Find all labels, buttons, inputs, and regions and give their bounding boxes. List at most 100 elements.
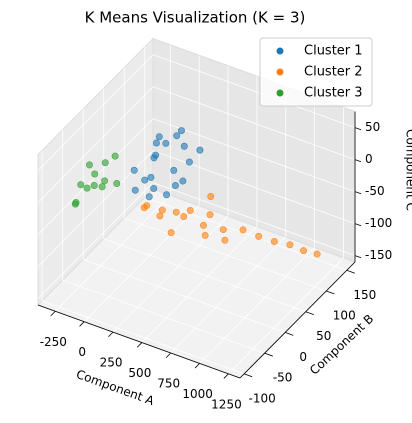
series	[130, 127, 204, 201]
tick-mark	[108, 331, 114, 338]
tick-mark	[305, 311, 314, 316]
point	[150, 185, 158, 193]
point	[186, 206, 194, 214]
point	[85, 161, 93, 169]
point	[83, 184, 91, 192]
point	[152, 151, 160, 159]
point	[255, 232, 263, 240]
point	[177, 127, 185, 135]
z-tick-label: -50	[365, 184, 385, 198]
x-tick-label: 1250	[211, 397, 242, 411]
point	[221, 236, 229, 244]
grid-line	[37, 54, 154, 171]
point	[239, 226, 247, 234]
x-tick-label: 750	[157, 376, 180, 390]
point	[156, 212, 164, 220]
point	[206, 211, 214, 219]
grid-line	[170, 236, 287, 354]
point	[155, 133, 163, 141]
x-tick-label: 250	[100, 356, 123, 370]
grid-line	[37, 86, 154, 203]
z-axis-label: Component C	[404, 129, 412, 211]
point	[91, 170, 99, 178]
series	[71, 152, 121, 208]
point	[171, 182, 179, 190]
point	[163, 191, 171, 199]
grid-line	[55, 194, 171, 312]
point	[71, 200, 79, 208]
y-tick-label: -50	[273, 371, 293, 385]
tick-mark	[354, 191, 362, 195]
z-tick-label: -150	[365, 248, 392, 262]
point	[101, 159, 109, 167]
z-tick-label: 50	[365, 120, 380, 134]
tick-mark	[223, 373, 229, 379]
grid-line	[152, 118, 356, 192]
point	[180, 213, 188, 221]
grid-line	[62, 279, 265, 354]
tick-mark	[264, 352, 273, 357]
point	[207, 192, 215, 200]
point	[113, 180, 121, 188]
point	[162, 139, 170, 147]
point	[158, 206, 166, 214]
point	[185, 158, 193, 166]
grid-line	[141, 226, 258, 343]
point	[180, 142, 188, 150]
point	[167, 229, 175, 237]
point	[173, 132, 181, 140]
point	[152, 139, 160, 147]
x-tick-label: 500	[128, 366, 151, 380]
grid-line	[83, 205, 200, 322]
tick-mark	[354, 223, 362, 227]
y-tick-label: 50	[316, 329, 331, 343]
point	[98, 183, 106, 191]
grid-line	[124, 217, 327, 292]
point	[101, 177, 109, 185]
point	[140, 204, 148, 212]
y-tick-label: 100	[333, 309, 356, 323]
point	[147, 173, 155, 181]
legend-marker	[276, 68, 284, 76]
legend-label: Cluster 2	[304, 65, 363, 80]
tick-mark	[285, 332, 294, 336]
y-tick-label: -100	[248, 391, 275, 405]
tick-mark	[165, 352, 172, 358]
tick-mark	[137, 342, 143, 348]
point	[196, 146, 204, 154]
point	[201, 231, 209, 239]
legend-label: Cluster 3	[304, 86, 363, 101]
tick-mark	[79, 321, 85, 327]
legend-label: Cluster 1	[304, 44, 363, 59]
legend-marker	[276, 47, 284, 55]
z-tick-label: -100	[365, 216, 392, 230]
grid-line	[152, 86, 356, 160]
point	[111, 152, 119, 160]
point	[172, 208, 180, 216]
tick-mark	[326, 290, 335, 295]
y-tick-label: 0	[299, 350, 307, 364]
grid-line	[112, 215, 229, 333]
point	[313, 250, 321, 258]
grid-line	[103, 238, 306, 313]
series	[140, 192, 321, 258]
point	[145, 193, 153, 201]
point	[130, 166, 138, 174]
tick-mark	[50, 310, 56, 317]
tick-mark	[354, 127, 362, 131]
grid-line	[41, 300, 245, 375]
tick-mark	[354, 159, 362, 163]
x-axis	[37, 304, 241, 379]
z-tick-label: 0	[365, 152, 373, 166]
point	[300, 247, 308, 255]
grid-line	[83, 259, 286, 333]
x-tick-label: -250	[40, 335, 67, 349]
point	[199, 221, 207, 229]
x-tick-label: 1000	[182, 387, 213, 401]
grid-line	[152, 54, 356, 128]
point	[90, 181, 98, 189]
point	[77, 181, 85, 189]
tick-mark	[354, 255, 362, 259]
point	[141, 176, 149, 184]
